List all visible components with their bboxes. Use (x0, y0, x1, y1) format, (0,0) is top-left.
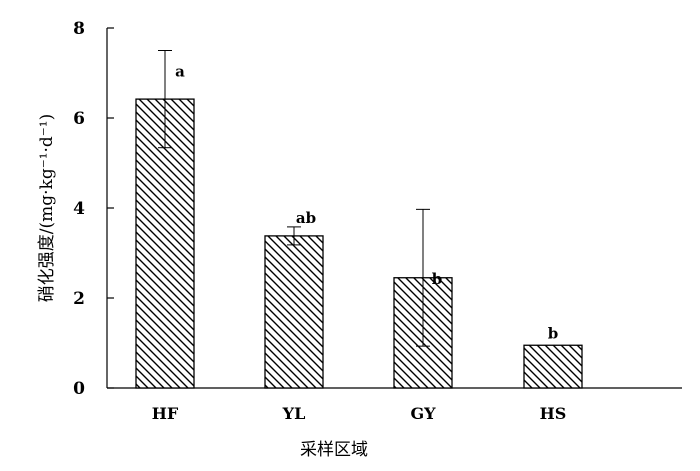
significance-label-gy: b (432, 270, 443, 288)
bar-yl (264, 235, 324, 389)
bar-hs (523, 344, 583, 389)
x-tick-label-hs: HS (540, 404, 567, 423)
y-tick-label: 0 (73, 379, 85, 399)
x-tick-label-gy: GY (410, 404, 436, 423)
x-tick-label-yl: YL (282, 404, 306, 423)
x-axis-title: 采样区域 (300, 440, 368, 460)
x-tick-label-hf: HF (152, 404, 179, 423)
y-tick-label: 8 (73, 19, 85, 39)
y-axis-title: 硝化强度/(mg·kg⁻¹·d⁻¹) (37, 114, 57, 302)
significance-label-hf: a (175, 63, 185, 81)
y-tick-label: 4 (73, 199, 85, 219)
significance-label-yl: ab (296, 209, 316, 227)
significance-label-hs: b (548, 324, 559, 342)
y-tick-label: 2 (73, 289, 85, 309)
y-tick-label: 6 (73, 109, 85, 129)
